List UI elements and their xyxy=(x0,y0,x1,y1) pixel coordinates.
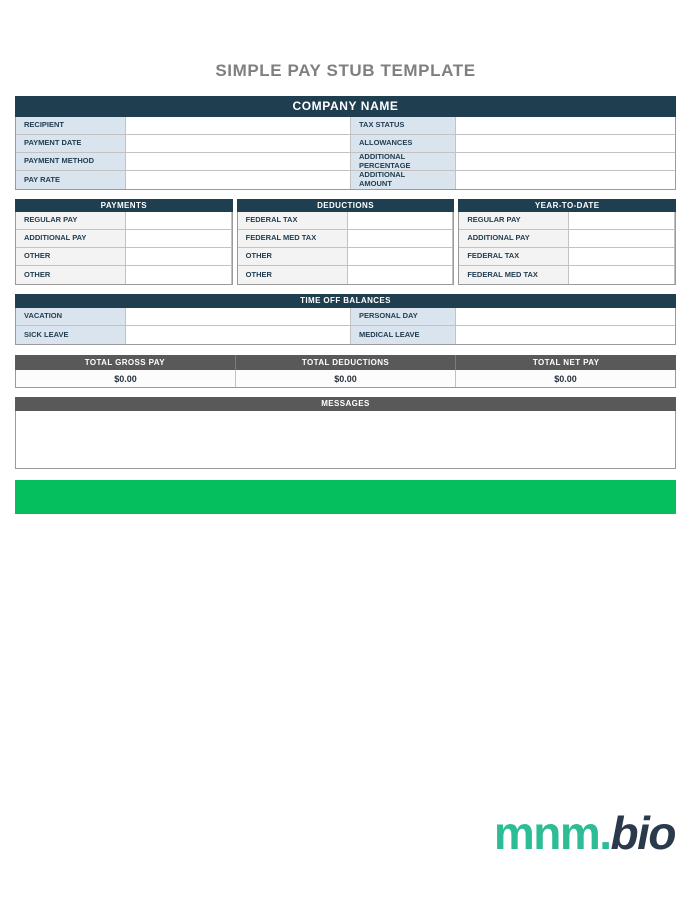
additional-amount-field[interactable] xyxy=(456,171,675,189)
year-to-date-table: REGULAR PAY ADDITIONAL PAY FEDERAL TAX F… xyxy=(458,212,677,285)
regular-pay-label: REGULAR PAY xyxy=(16,212,126,229)
year-to-date-column: YEAR-TO-DATE REGULAR PAY ADDITIONAL PAY … xyxy=(458,199,677,285)
personal-day-field[interactable] xyxy=(456,308,675,325)
pay-rate-label: PAY RATE xyxy=(16,171,126,189)
allowances-label: ALLOWANCES xyxy=(351,135,456,152)
vacation-field[interactable] xyxy=(126,308,351,325)
page-title: SIMPLE PAY STUB TEMPLATE xyxy=(215,61,476,80)
allowances-field[interactable] xyxy=(456,135,675,152)
other-deduction-field[interactable] xyxy=(347,248,454,265)
payment-method-field[interactable] xyxy=(126,153,351,170)
payments-column: PAYMENTS REGULAR PAY ADDITIONAL PAY OTHE… xyxy=(15,199,233,285)
ytd-federal-med-tax-field[interactable] xyxy=(569,266,676,284)
ytd-regular-pay-label: REGULAR PAY xyxy=(459,212,570,229)
deductions-column: DEDUCTIONS FEDERAL TAX FEDERAL MED TAX O… xyxy=(236,199,455,285)
table-row: PAYMENT DATE ALLOWANCES xyxy=(16,135,675,153)
regular-pay-field[interactable] xyxy=(126,212,232,229)
federal-med-tax-field[interactable] xyxy=(347,230,454,247)
ytd-regular-pay-field[interactable] xyxy=(569,212,676,229)
table-row: RECIPIENT TAX STATUS xyxy=(16,117,675,135)
other-deduction-label: OTHER xyxy=(237,248,348,265)
table-row: FEDERAL MED TAX xyxy=(237,230,454,248)
payment-date-label: PAYMENT DATE xyxy=(16,135,126,152)
ytd-federal-tax-label: FEDERAL TAX xyxy=(459,248,570,265)
tax-status-label: TAX STATUS xyxy=(351,117,456,134)
additional-amount-label: ADDITIONAL AMOUNT xyxy=(351,171,456,189)
payments-table: REGULAR PAY ADDITIONAL PAY OTHER OTHER xyxy=(15,212,233,285)
additional-pay-field[interactable] xyxy=(126,230,232,247)
table-row: SICK LEAVE MEDICAL LEAVE xyxy=(16,326,675,344)
total-gross-pay-value: $0.00 xyxy=(16,370,236,387)
deductions-header: DEDUCTIONS xyxy=(236,199,455,212)
federal-tax-field[interactable] xyxy=(347,212,454,229)
ytd-federal-tax-field[interactable] xyxy=(569,248,676,265)
payment-date-field[interactable] xyxy=(126,135,351,152)
deductions-table: FEDERAL TAX FEDERAL MED TAX OTHER OTHER xyxy=(236,212,455,285)
table-row: OTHER xyxy=(16,266,232,284)
tax-status-field[interactable] xyxy=(456,117,675,134)
sick-leave-field[interactable] xyxy=(126,326,351,344)
other-deduction-label: OTHER xyxy=(237,266,348,284)
vacation-label: VACATION xyxy=(16,308,126,325)
year-to-date-header: YEAR-TO-DATE xyxy=(458,199,677,212)
company-name-header: COMPANY NAME xyxy=(15,96,676,117)
table-row: OTHER xyxy=(237,248,454,266)
medical-leave-label: MEDICAL LEAVE xyxy=(351,326,456,344)
ytd-additional-pay-field[interactable] xyxy=(569,230,676,247)
other-deduction-field[interactable] xyxy=(347,266,454,284)
brand-logo-secondary: bio xyxy=(610,807,677,859)
table-row: PAY RATE ADDITIONAL AMOUNT xyxy=(16,171,675,189)
additional-pay-label: ADDITIONAL PAY xyxy=(16,230,126,247)
total-net-pay-value: $0.00 xyxy=(554,373,577,384)
table-row: FEDERAL MED TAX xyxy=(459,266,676,284)
total-deductions-value: $0.00 xyxy=(236,370,456,387)
ytd-federal-med-tax-label: FEDERAL MED TAX xyxy=(459,266,570,284)
total-gross-pay-header: TOTAL GROSS PAY xyxy=(15,355,236,370)
brand-logo-primary: mnm. xyxy=(493,807,612,859)
totals-section: TOTAL GROSS PAY TOTAL DEDUCTIONS TOTAL N… xyxy=(15,355,677,388)
pay-breakdown-section: PAYMENTS REGULAR PAY ADDITIONAL PAY OTHE… xyxy=(15,199,677,285)
recipient-field[interactable] xyxy=(126,117,351,134)
messages-input-area[interactable] xyxy=(15,411,676,469)
personal-day-label: PERSONAL DAY xyxy=(351,308,456,325)
table-row: ADDITIONAL PAY xyxy=(459,230,676,248)
total-deductions-header: TOTAL DEDUCTIONS xyxy=(235,355,457,370)
additional-percentage-field[interactable] xyxy=(456,153,675,170)
sick-leave-label: SICK LEAVE xyxy=(16,326,126,344)
messages-header: MESSAGES xyxy=(15,397,676,411)
other-payment-label: OTHER xyxy=(16,248,126,265)
time-off-balances-header: TIME OFF BALANCES xyxy=(15,294,676,308)
time-off-table: VACATION PERSONAL DAY SICK LEAVE MEDICAL… xyxy=(15,308,676,345)
pay-stub-content: COMPANY NAME RECIPIENT TAX STATUS PAYMEN… xyxy=(15,96,677,514)
brand-logo: mnm.bio xyxy=(493,806,677,861)
table-row: ADDITIONAL PAY xyxy=(16,230,232,248)
additional-percentage-label: ADDITIONAL PERCENTAGE xyxy=(351,153,456,170)
table-row: OTHER xyxy=(16,248,232,266)
medical-leave-field[interactable] xyxy=(456,326,675,344)
green-accent-bar xyxy=(15,480,676,514)
totals-values-row: $0.00 $0.00 $0.00 xyxy=(15,370,676,388)
pay-rate-field[interactable] xyxy=(126,171,351,189)
other-payment-label: OTHER xyxy=(16,266,126,284)
federal-med-tax-label: FEDERAL MED TAX xyxy=(237,230,348,247)
total-net-pay-header: TOTAL NET PAY xyxy=(456,355,677,370)
table-row: REGULAR PAY xyxy=(16,212,232,230)
totals-header-row: TOTAL GROSS PAY TOTAL DEDUCTIONS TOTAL N… xyxy=(15,355,677,370)
table-row: PAYMENT METHOD ADDITIONAL PERCENTAGE xyxy=(16,153,675,171)
table-row: FEDERAL TAX xyxy=(237,212,454,230)
federal-tax-label: FEDERAL TAX xyxy=(237,212,348,229)
other-payment-field[interactable] xyxy=(126,266,232,284)
table-row: VACATION PERSONAL DAY xyxy=(16,308,675,326)
payment-method-label: PAYMENT METHOD xyxy=(16,153,126,170)
table-row: OTHER xyxy=(237,266,454,284)
table-row: FEDERAL TAX xyxy=(459,248,676,266)
ytd-additional-pay-label: ADDITIONAL PAY xyxy=(459,230,570,247)
payments-header: PAYMENTS xyxy=(15,199,233,212)
table-row: REGULAR PAY xyxy=(459,212,676,230)
employee-info-table: RECIPIENT TAX STATUS PAYMENT DATE ALLOWA… xyxy=(15,117,676,190)
other-payment-field[interactable] xyxy=(126,248,232,265)
recipient-label: RECIPIENT xyxy=(16,117,126,134)
